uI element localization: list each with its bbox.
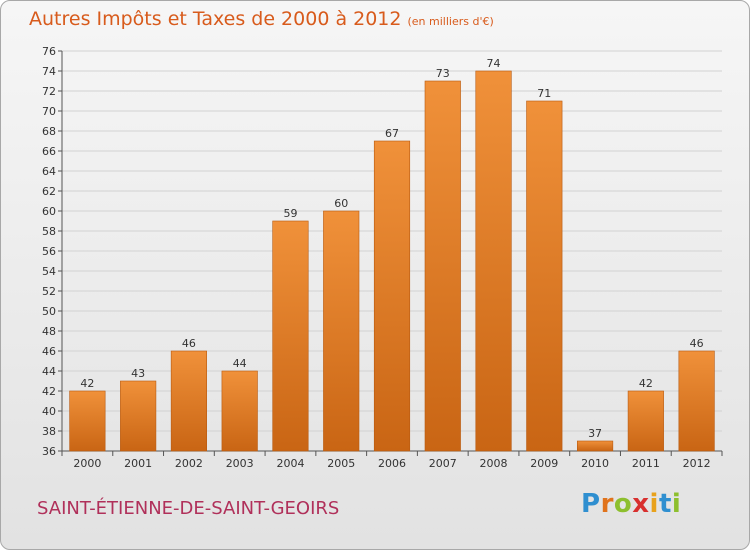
x-tick-label: 2009 bbox=[530, 457, 558, 470]
y-tick-label: 62 bbox=[42, 185, 56, 198]
bar-value-label: 67 bbox=[385, 127, 399, 140]
bar-value-label: 44 bbox=[233, 357, 247, 370]
bar bbox=[678, 350, 715, 452]
commune-name: SAINT-ÉTIENNE-DE-SAINT-GEOIRS bbox=[37, 498, 340, 519]
logo-letter: t bbox=[658, 489, 672, 519]
bar-value-label: 74 bbox=[487, 57, 501, 70]
y-tick-label: 60 bbox=[42, 205, 56, 218]
bar bbox=[526, 100, 563, 452]
bar bbox=[170, 350, 207, 452]
y-tick-label: 56 bbox=[42, 245, 56, 258]
bar bbox=[272, 220, 309, 452]
bar bbox=[323, 210, 360, 452]
y-tick-label: 68 bbox=[42, 125, 56, 138]
y-tick-label: 44 bbox=[42, 365, 56, 378]
bar bbox=[577, 440, 614, 452]
bar-value-label: 59 bbox=[283, 207, 297, 220]
x-tick-label: 2011 bbox=[632, 457, 660, 470]
x-tick-label: 2012 bbox=[683, 457, 711, 470]
y-tick-label: 72 bbox=[42, 85, 56, 98]
bar bbox=[627, 390, 664, 452]
y-tick-label: 46 bbox=[42, 345, 56, 358]
bar bbox=[475, 70, 512, 452]
bar bbox=[120, 380, 157, 452]
y-tick-label: 74 bbox=[42, 65, 56, 78]
x-tick-label: 2004 bbox=[276, 457, 304, 470]
y-tick-label: 50 bbox=[42, 305, 56, 318]
x-tick-label: 2000 bbox=[73, 457, 101, 470]
y-tick-label: 38 bbox=[42, 425, 56, 438]
x-tick-label: 2006 bbox=[378, 457, 406, 470]
bar-value-label: 42 bbox=[80, 377, 94, 390]
bar bbox=[221, 370, 258, 452]
y-tick-label: 64 bbox=[42, 165, 56, 178]
logo-letter: P bbox=[581, 489, 601, 519]
bar-value-label: 71 bbox=[537, 87, 551, 100]
x-tick-label: 2010 bbox=[581, 457, 609, 470]
bar-value-label: 73 bbox=[436, 67, 450, 80]
bar-value-label: 46 bbox=[690, 337, 704, 350]
chart-title: Autres Impôts et Taxes de 2000 à 2012 (en… bbox=[29, 8, 494, 30]
bar-value-label: 43 bbox=[131, 367, 145, 380]
x-tick-label: 2007 bbox=[429, 457, 457, 470]
x-tick-label: 2005 bbox=[327, 457, 355, 470]
y-tick-label: 70 bbox=[42, 105, 56, 118]
bar bbox=[373, 140, 411, 452]
y-tick-label: 58 bbox=[42, 225, 56, 238]
y-tick-label: 42 bbox=[42, 385, 56, 398]
x-tick-label: 2008 bbox=[480, 457, 508, 470]
y-tick-label: 40 bbox=[42, 405, 56, 418]
y-tick-label: 52 bbox=[42, 285, 56, 298]
y-tick-label: 76 bbox=[42, 45, 56, 58]
logo-letter: x bbox=[632, 489, 650, 519]
bar-value-label: 37 bbox=[588, 427, 602, 440]
logo-letter: i bbox=[649, 489, 659, 519]
x-tick-label: 2001 bbox=[124, 457, 152, 470]
bar bbox=[69, 390, 106, 452]
logo-letter: o bbox=[613, 489, 633, 519]
bar-value-label: 42 bbox=[639, 377, 653, 390]
bar-value-label: 60 bbox=[334, 197, 348, 210]
bars bbox=[69, 70, 715, 452]
x-tick-label: 2003 bbox=[226, 457, 254, 470]
x-tick-label: 2002 bbox=[175, 457, 203, 470]
logo-letter: i bbox=[671, 489, 682, 519]
bar-value-label: 46 bbox=[182, 337, 196, 350]
value-labels: 42 43 46 44 59 60 67 73 74 71 37 42 46 bbox=[80, 57, 703, 440]
logo-letter: r bbox=[600, 489, 614, 519]
bar bbox=[424, 80, 461, 452]
y-tick-label: 66 bbox=[42, 145, 56, 158]
chart-unit: (en milliers d'€) bbox=[407, 15, 494, 28]
y-tick-label: 36 bbox=[42, 445, 56, 458]
y-tick-label: 54 bbox=[42, 265, 56, 278]
proxiti-logo[interactable]: Proxiti bbox=[581, 489, 681, 519]
y-tick-label: 48 bbox=[42, 325, 56, 338]
chart-title-text: Autres Impôts et Taxes de 2000 à 2012 bbox=[29, 8, 402, 30]
